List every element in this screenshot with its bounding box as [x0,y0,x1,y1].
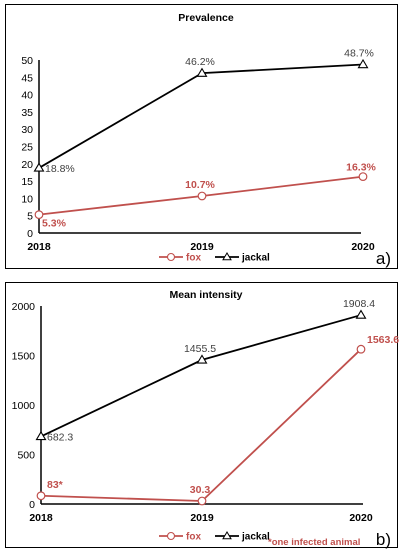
y-tick-label: 25 [21,142,33,154]
data-label-jackal: 1455.5 [184,343,216,355]
y-tick-label: 5 [27,211,33,223]
y-tick-label: 30 [21,124,33,136]
y-tick-label: 0 [27,228,33,240]
x-tick-label: 2018 [29,512,53,524]
data-label-fox: 83* [47,479,64,491]
chart-title: Mean intensity [170,289,243,301]
y-tick-label: 45 [21,72,33,84]
data-point-fox [197,191,207,201]
legend-entry-jackal: jackal [241,253,270,264]
data-point-fox [197,496,207,506]
x-tick-label: 2020 [349,512,373,524]
prevalence-chart: Prevalence a) 0 5 10 15 20 25 30 35 40 45 50 2018 20… [21,12,391,268]
panel-b: Mean intensity b) *one infected animal 0… [5,282,400,549]
y-tick-label: 1500 [12,351,36,363]
y-tick-label: 2000 [12,301,36,313]
data-point-fox [36,491,46,501]
data-label-jackal: 682.3 [47,431,73,443]
chart-title: Prevalence [178,12,234,24]
data-label-jackal: 46.2% [185,56,215,68]
data-label-fox: 16.3% [346,162,376,174]
data-label-jackal: 1908.4 [343,298,375,310]
data-label-fox: 1563.6 [367,334,399,346]
y-tick-label: 10 [21,193,33,205]
y-tick-label: 500 [17,450,35,462]
y-tick-label: 20 [21,159,33,171]
legend-marker-jackal [222,531,232,540]
footnote: *one infected animal [268,537,360,548]
x-tick-label: 2018 [27,241,51,253]
data-label-jackal: 18.8% [45,163,75,175]
data-point-jackal [35,430,47,441]
legend-marker-fox [166,531,176,541]
data-point-jackal [33,162,45,172]
legend-entry-fox: fox [186,532,201,543]
y-tick-label: 40 [21,90,33,102]
series-line-jackal [38,63,364,169]
panel-a: Prevalence a) 0 5 10 15 20 25 30 35 40 45 50 2018 20… [5,4,398,269]
data-point-jackal [357,58,369,69]
x-tick-label: 2020 [351,241,375,253]
data-label-fox: 5.3% [42,218,67,230]
panel-label: b) [376,530,391,549]
y-tick-label: 0 [29,499,35,511]
y-tick-label: 15 [21,176,33,188]
y-tick-label: 1000 [12,400,36,412]
data-point-fox [356,344,366,354]
data-label-fox: 30.3 [190,484,211,496]
data-point-jackal [196,67,208,77]
series-line-jackal [40,314,362,438]
legend-marker-fox [166,252,176,262]
legend-entry-jackal: jackal [241,532,270,543]
data-label-fox: 10.7% [185,179,215,191]
y-tick-label: 50 [21,55,33,67]
y-tick-label: 35 [21,107,33,119]
series-line-fox [40,348,362,502]
x-tick-label: 2019 [190,241,214,253]
legend-entry-fox: fox [186,253,201,264]
data-label-jackal: 48.7% [344,47,374,59]
legend-marker-jackal [222,252,232,261]
data-point-jackal [355,309,367,319]
panel-label: a) [376,249,391,268]
data-point-fox [358,172,368,182]
data-point-fox [34,210,44,220]
data-point-jackal [196,354,208,364]
mean-intensity-chart: Mean intensity b) *one infected animal 0… [12,289,400,549]
x-tick-label: 2019 [190,512,214,524]
